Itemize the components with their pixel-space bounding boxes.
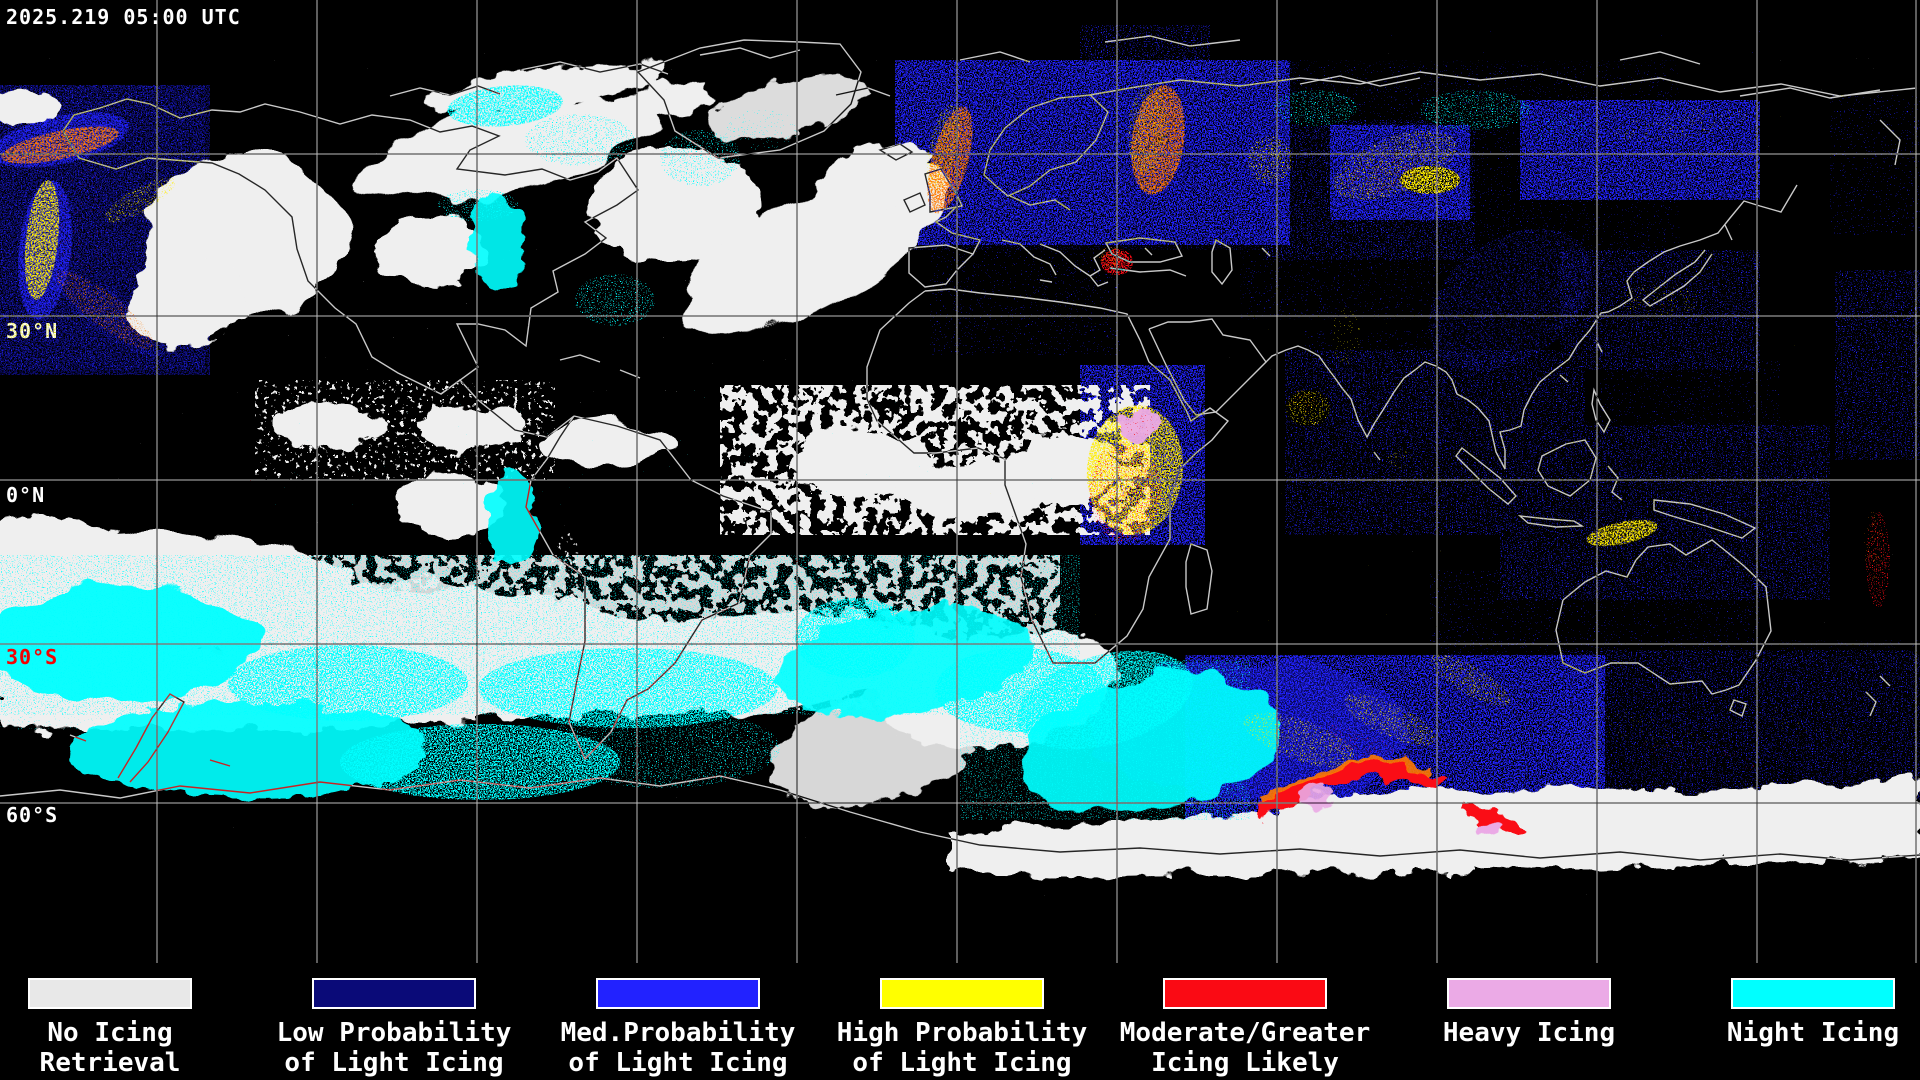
legend-swatch-no-icing [28,978,192,1009]
legend-label: Night Icing [1726,1018,1900,1048]
timestamp: 2025.219 05:00 UTC [6,5,241,29]
legend-swatch-low-probability [312,978,476,1009]
legend-label: No Icing [47,1018,173,1048]
legend-swatch-night-icing [1731,978,1895,1009]
legend-item-heavy-icing: Heavy Icing [1379,978,1679,1048]
legend-label: Icing Likely [1151,1048,1339,1078]
coastlines [0,35,1920,861]
legend-swatch-heavy-icing [1447,978,1611,1009]
legend-label: Low Probability [276,1018,512,1048]
legend-item-med-probability: Med.Probability of Light Icing [528,978,828,1078]
latitude-label-60s: 60°S [6,803,59,827]
legend-item-no-icing: No Icing Retrieval [0,978,260,1078]
graticule [0,0,1920,963]
legend-swatch-moderate-greater [1163,978,1327,1009]
legend-label: Heavy Icing [1442,1018,1616,1048]
legend-swatch-high-probability [880,978,1044,1009]
legend-label: High Probability [836,1018,1088,1048]
legend-swatch-med-probability [596,978,760,1009]
icing-map-canvas [0,0,1920,963]
legend-label: Retrieval [39,1048,181,1078]
latitude-label-30n: 30°N [6,319,59,343]
legend-bar: No Icing Retrieval Low Probability of Li… [0,963,1920,1080]
legend-item-moderate-greater: Moderate/Greater Icing Likely [1095,978,1395,1078]
legend-label: Med.Probability [560,1018,796,1048]
high-prob-and-moderate-icing-layer [1,80,1900,839]
legend-label: Moderate/Greater [1119,1018,1371,1048]
latitude-label-0n: 0°N [6,483,46,507]
legend-item-low-probability: Low Probability of Light Icing [244,978,544,1078]
legend-label: of Light Icing [568,1048,788,1078]
legend-label: of Light Icing [852,1048,1072,1078]
legend-item-high-probability: High Probability of Light Icing [812,978,1112,1078]
world-icing-map [0,0,1920,963]
legend-label: of Light Icing [284,1048,504,1078]
latitude-label-30s: 30°S [6,645,59,669]
legend-item-night-icing: Night Icing [1663,978,1920,1048]
